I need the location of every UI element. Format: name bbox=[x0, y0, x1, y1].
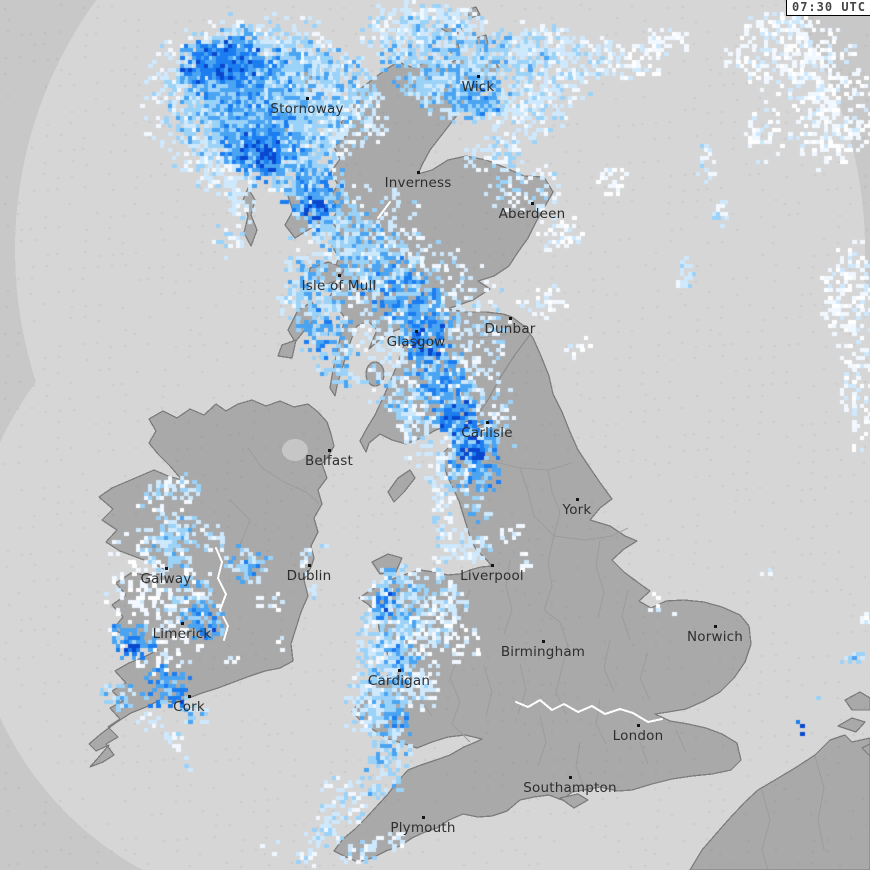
city-marker bbox=[477, 75, 480, 78]
city-label: Cork bbox=[173, 699, 205, 715]
city-marker bbox=[328, 449, 331, 452]
city-label: Limerick bbox=[152, 626, 212, 642]
city-label: Glasgow bbox=[386, 334, 446, 350]
city-label: Carlisle bbox=[461, 425, 513, 441]
city-marker bbox=[531, 202, 534, 205]
city-marker bbox=[308, 564, 311, 567]
city-label: London bbox=[612, 728, 664, 744]
city-marker bbox=[422, 816, 425, 819]
city-label: Norwich bbox=[686, 629, 744, 645]
city-marker bbox=[714, 625, 717, 628]
city-marker bbox=[637, 724, 640, 727]
city-label: Aberdeen bbox=[498, 206, 566, 222]
city-label: Plymouth bbox=[390, 820, 456, 836]
city-marker bbox=[415, 330, 418, 333]
city-marker bbox=[338, 274, 341, 277]
city-label: Dunbar bbox=[484, 321, 536, 337]
city-marker bbox=[181, 622, 184, 625]
city-label: Stornoway bbox=[270, 101, 344, 117]
city-marker bbox=[542, 640, 545, 643]
city-marker bbox=[569, 776, 572, 779]
city-label: Inverness bbox=[384, 175, 452, 191]
city-label: Isle of Mull bbox=[301, 278, 377, 294]
city-label: Birmingham bbox=[500, 644, 586, 660]
city-label: Liverpool bbox=[460, 568, 524, 584]
city-label: York bbox=[562, 502, 592, 518]
city-label: Cardigan bbox=[367, 673, 431, 689]
city-marker bbox=[188, 695, 191, 698]
city-label: Southampton bbox=[523, 780, 617, 796]
city-marker bbox=[491, 564, 494, 567]
timestamp: 07:30 UTC bbox=[785, 0, 870, 16]
city-label: Galway bbox=[140, 571, 192, 587]
city-label: Dublin bbox=[286, 568, 332, 584]
city-marker bbox=[576, 498, 579, 501]
city-marker bbox=[165, 567, 168, 570]
city-marker bbox=[306, 97, 309, 100]
city-label: Wick bbox=[461, 79, 495, 95]
city-marker bbox=[486, 421, 489, 424]
city-label: Belfast bbox=[304, 453, 354, 469]
city-marker bbox=[417, 171, 420, 174]
city-marker bbox=[398, 669, 401, 672]
city-marker bbox=[509, 317, 512, 320]
